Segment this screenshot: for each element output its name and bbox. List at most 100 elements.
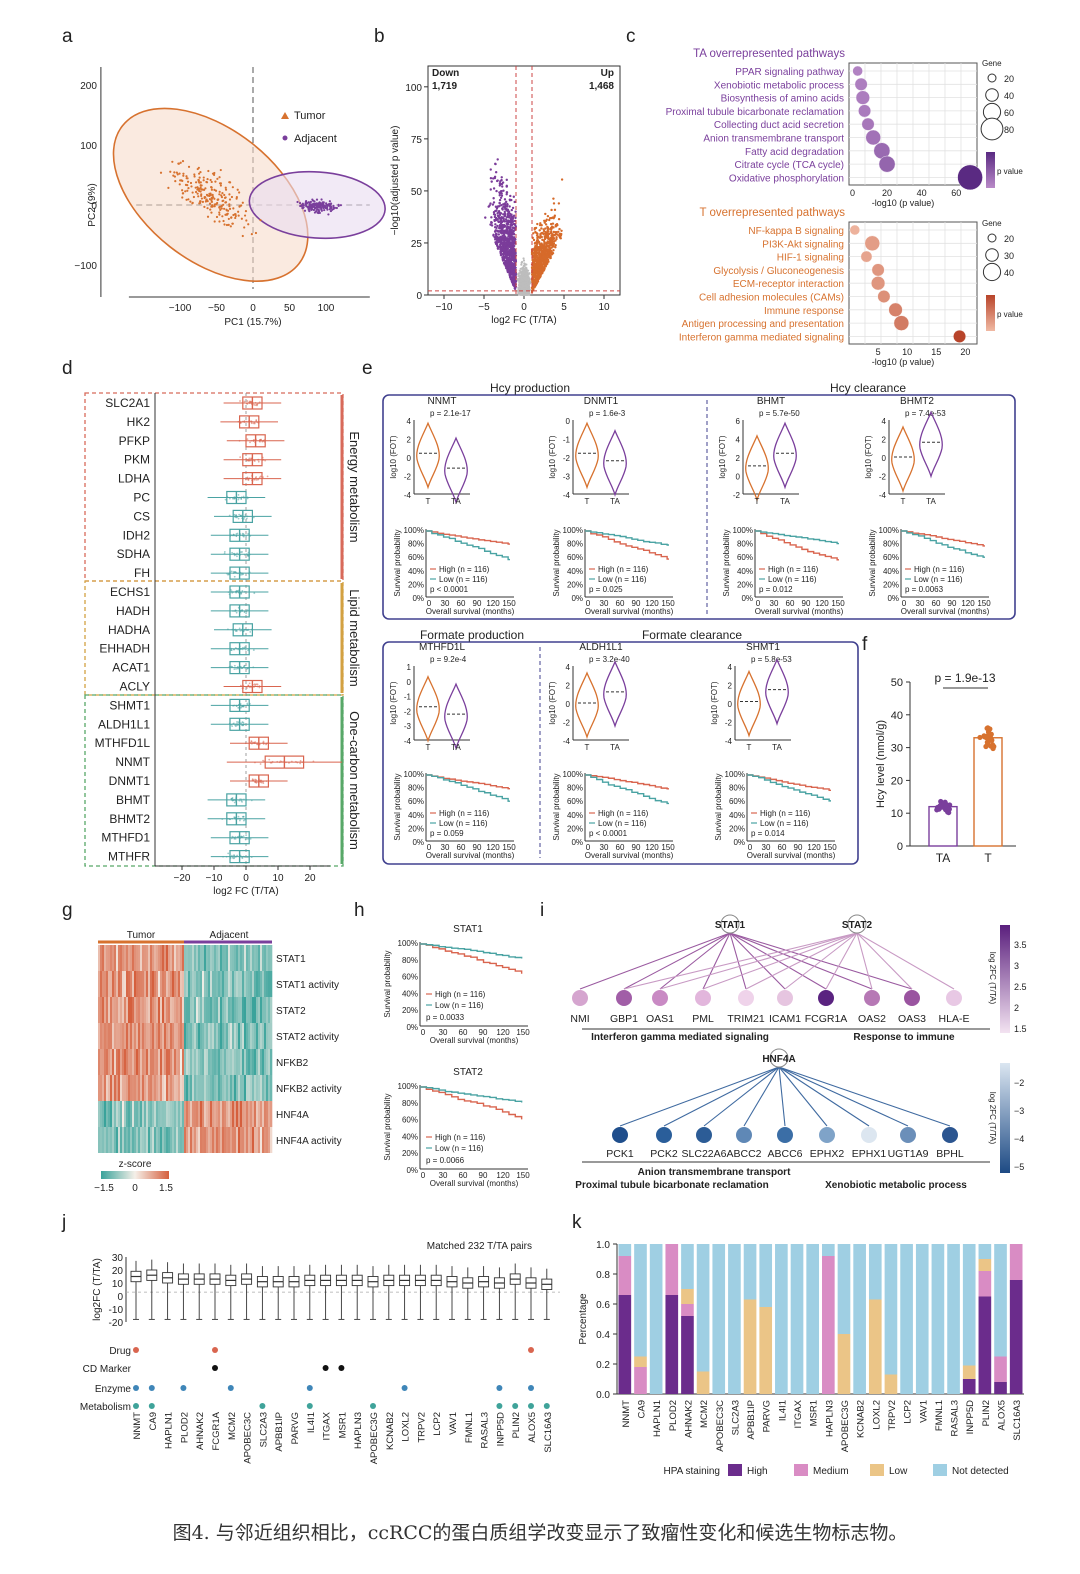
- tumor-point: [177, 162, 180, 165]
- heatmap-cell: [124, 1075, 127, 1101]
- gene-label: LCP2: [432, 1412, 443, 1436]
- group-label: T: [426, 497, 431, 506]
- size-legend-circle: [980, 117, 1004, 141]
- scale-label-bottom: log 2FC (T/TA): [988, 1092, 997, 1145]
- sample-point: [258, 476, 261, 479]
- row-label: STAT1: [276, 954, 306, 965]
- heatmap-cell: [230, 1101, 233, 1127]
- surv-curve-high: [901, 530, 985, 547]
- violin-adjacent: [919, 410, 943, 479]
- heatmap-cell: [168, 1023, 171, 1049]
- legend-high: High (n = 116): [435, 1133, 486, 1142]
- up-point: [553, 208, 557, 212]
- adjacent-point: [308, 210, 311, 213]
- down-point: [499, 182, 502, 186]
- surv-y-tick-label: 20%: [883, 580, 899, 589]
- target-node: [696, 1127, 712, 1143]
- down-point: [500, 176, 503, 179]
- surv-p-value: p < 0.0001: [589, 829, 628, 838]
- heatmap-cell: [170, 1127, 173, 1153]
- group-label: T: [585, 497, 590, 506]
- heatmap-cell: [168, 1049, 171, 1075]
- heatmap-cell: [246, 1127, 249, 1153]
- heatmap-cell: [152, 997, 155, 1023]
- heatmap-cell: [186, 997, 189, 1023]
- heatmap-cell: [178, 1127, 181, 1153]
- heatmap-cell: [236, 1075, 239, 1101]
- heatmap-cell: [218, 1049, 221, 1075]
- heatmap-cell: [238, 1127, 241, 1153]
- tumor-point: [189, 200, 192, 203]
- heatmap-cell: [250, 1127, 253, 1153]
- heatmap-cell: [176, 1049, 179, 1075]
- heatmap-cell: [192, 997, 195, 1023]
- heatmap-cell: [100, 1075, 103, 1101]
- surv-y-tick-label: 20%: [408, 580, 424, 589]
- heatmap-cell: [102, 1127, 105, 1153]
- down-point: [490, 180, 493, 183]
- heatmap-cell: [196, 1101, 199, 1127]
- heatmap-cell: [166, 1075, 169, 1101]
- size-legend-title: Gene: [982, 219, 1002, 228]
- heatmap-cell: [256, 1101, 259, 1127]
- ns-point: [518, 272, 521, 275]
- adjacent-point: [310, 203, 313, 206]
- heatmap-cell: [132, 1023, 135, 1049]
- heatmap-cell: [178, 1049, 181, 1075]
- ns-point: [524, 287, 528, 290]
- adjacent-point: [322, 206, 325, 210]
- tumor-point: [171, 160, 174, 163]
- down-point: [505, 178, 508, 182]
- col-group-adjacent: Adjacent: [210, 930, 249, 941]
- down-point: [492, 211, 496, 214]
- gene-label: APOBEC3C: [243, 1412, 254, 1464]
- tumor-point: [228, 207, 232, 210]
- down-point: [512, 277, 515, 281]
- target-label: ABCC6: [767, 1148, 802, 1160]
- down-point: [503, 198, 507, 201]
- up-point: [544, 219, 548, 223]
- tumor-point: [225, 209, 228, 212]
- heatmap-cell: [188, 945, 191, 971]
- gene-label: MSR1: [337, 1412, 348, 1438]
- tumor-point: [187, 187, 190, 190]
- color-scale-label: p value: [997, 310, 1023, 319]
- panel-letter-b: b: [374, 26, 385, 47]
- heatmap-cell: [250, 971, 253, 997]
- pathway-label: Cell adhesion molecules (CAMs): [699, 293, 844, 304]
- target-node: [946, 990, 962, 1006]
- heatmap-cell: [268, 945, 271, 971]
- violin-adjacent: [603, 660, 627, 729]
- gene-title: SHMT1: [746, 642, 780, 653]
- heatmap-cell: [248, 1023, 251, 1049]
- down-point: [488, 204, 491, 207]
- heatmap-cell: [226, 945, 229, 971]
- heatmap-cell: [142, 997, 145, 1023]
- heatmap-cell: [224, 1127, 227, 1153]
- group-label: T: [426, 743, 431, 752]
- violin-y-tick-label: -2: [404, 473, 412, 482]
- heatmap-cell: [136, 1049, 139, 1075]
- heatmap-cell: [190, 1075, 193, 1101]
- sample-point: [249, 631, 252, 633]
- violin-y-axis-label: log10 (FOT): [548, 681, 557, 724]
- tumor-point: [226, 212, 229, 215]
- surv-y-tick-label: 20%: [737, 580, 753, 589]
- heatmap-cell: [180, 945, 183, 971]
- sample-point: [256, 403, 259, 406]
- up-point: [549, 230, 553, 233]
- down-point: [499, 219, 503, 223]
- surv-y-tick-label: 0%: [733, 838, 745, 847]
- tumor-point: [209, 193, 212, 197]
- heatmap-cell: [114, 1075, 117, 1101]
- heatmap-cell: [128, 1101, 131, 1127]
- heatmap-cell: [254, 1023, 257, 1049]
- y-tick-label: 20: [112, 1266, 124, 1277]
- pathway-bubble: [871, 263, 885, 277]
- adjacent-point: [315, 208, 319, 211]
- heatmap-cell: [208, 1075, 211, 1101]
- y-tick-label: 0: [897, 841, 903, 853]
- x-tick-label: −10: [206, 873, 223, 884]
- heatmap-cell: [190, 945, 193, 971]
